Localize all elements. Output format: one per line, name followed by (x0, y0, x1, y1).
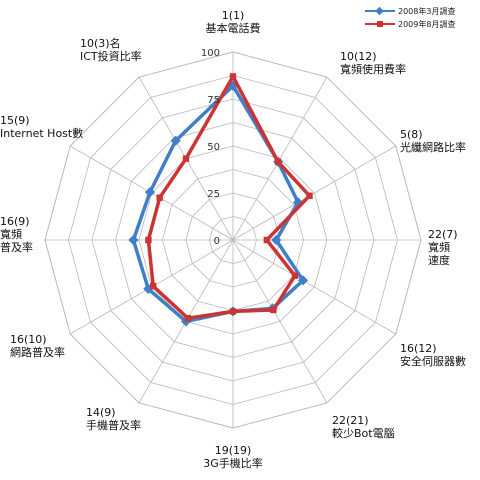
legend-marker (375, 6, 384, 16)
series-point (229, 308, 237, 315)
series-point (297, 275, 309, 286)
legend-label: 2008年3月調查 (398, 6, 455, 16)
series-point (156, 194, 163, 201)
grid-spoke (232, 145, 396, 241)
series-point (128, 234, 139, 246)
series-point (306, 192, 313, 199)
axis-label: 5(8)光纖網路比率 (400, 128, 466, 154)
series-point (229, 73, 237, 80)
legend-marker (377, 21, 383, 27)
axis-label: 14(9)手機普及率 (86, 406, 141, 432)
legend-label: 2009年8月調查 (398, 19, 455, 29)
series-point (145, 236, 152, 244)
radar-grid (44, 51, 422, 429)
axis-label: 16(12)安全伺服器數 (400, 342, 466, 368)
radial-tick-labels: 0 25 50 75 100 (201, 48, 220, 247)
radar-series (128, 73, 313, 327)
axis-label: 16(10)網路普及率 (10, 333, 65, 359)
tick-label: 0 (214, 236, 220, 247)
series-point (150, 282, 157, 290)
tick-label: 25 (207, 189, 220, 200)
grid-spoke (232, 239, 396, 335)
axis-label: 19(19) 3G手機比率 (203, 444, 263, 470)
series-point (263, 236, 270, 244)
axis-label: 22(21)較少Bot電腦 (332, 414, 395, 440)
axis-label: 1(1)基本電話費 (206, 9, 261, 35)
axis-label: 22(7)寬頻速度 (428, 228, 458, 267)
tick-label: 100 (201, 48, 220, 59)
series-point (182, 155, 190, 162)
axis-labels: 1(1)基本電話費 10(12)寬頻使用費率 5(8)光纖網路比率 22(7)寬頻速度… (0, 9, 466, 470)
series-point (144, 187, 156, 198)
tick-label: 75 (207, 95, 220, 106)
axis-label: 10(3)名 ICT投資比率 (80, 36, 142, 63)
legend: 2008年3月調查 2009年8月調查 (365, 6, 455, 29)
grid-spoke (232, 239, 328, 403)
series-point (270, 306, 277, 314)
series-2 (145, 73, 313, 322)
tick-label: 50 (207, 142, 220, 153)
series-point (274, 158, 282, 165)
axis-label: 15(9) Internet Host數 (0, 114, 83, 140)
series-point (170, 135, 181, 146)
series-point (184, 315, 192, 322)
series-point (291, 272, 299, 279)
axis-label: 16(9)寬頻普及率 (0, 215, 33, 254)
axis-label: 10(12)寬頻使用費率 (340, 50, 406, 76)
